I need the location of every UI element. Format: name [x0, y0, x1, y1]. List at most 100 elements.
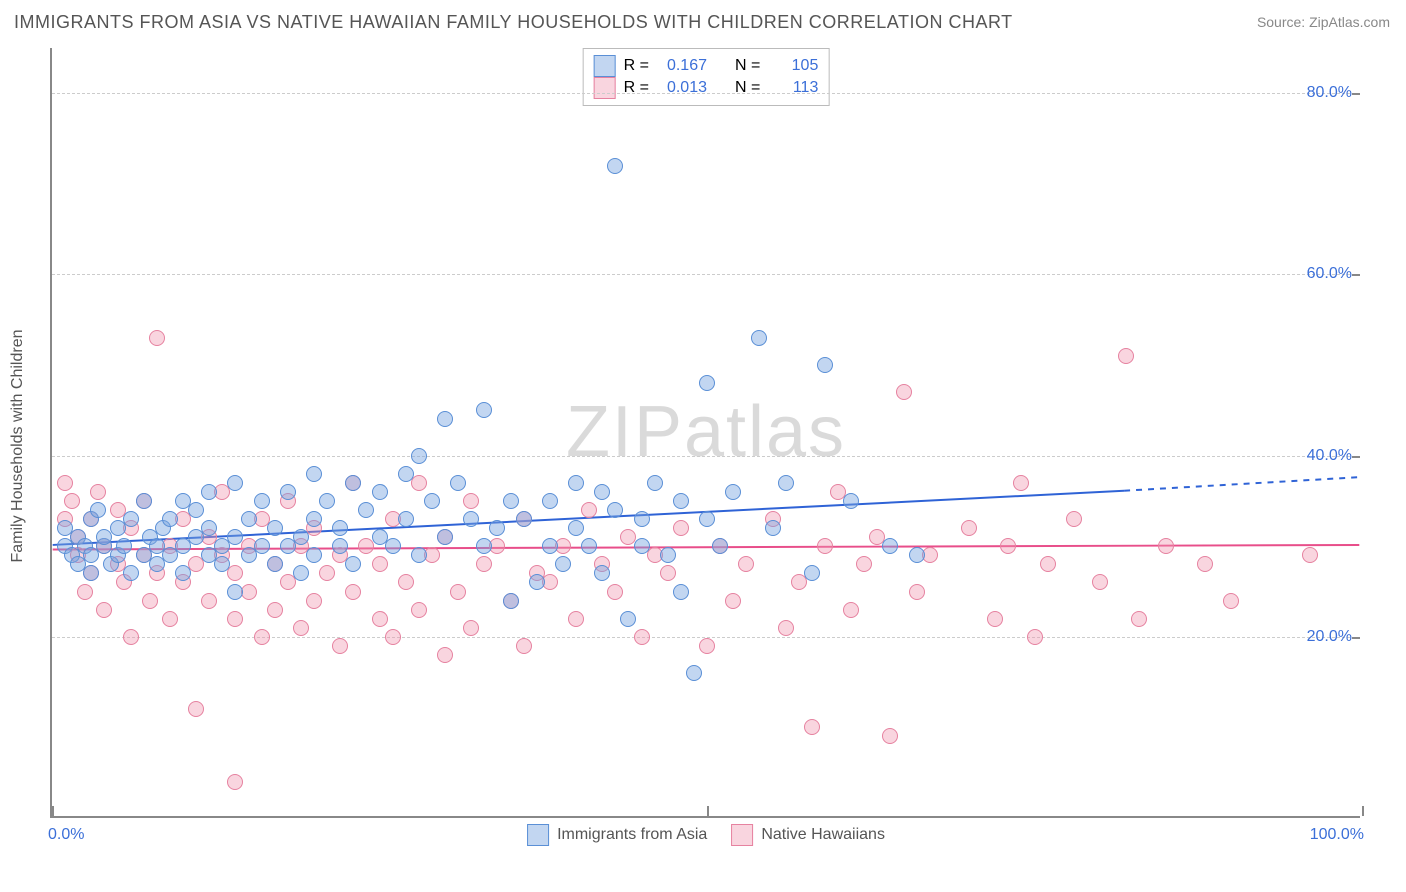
scatter-point-asia — [555, 556, 571, 572]
scatter-point-hawaiian — [450, 584, 466, 600]
r-value-hawaiian: 0.013 — [657, 77, 707, 99]
scatter-point-asia — [843, 493, 859, 509]
scatter-point-asia — [568, 475, 584, 491]
scatter-point-hawaiian — [57, 475, 73, 491]
scatter-point-hawaiian — [267, 602, 283, 618]
scatter-point-hawaiian — [319, 565, 335, 581]
scatter-point-asia — [594, 565, 610, 581]
scatter-point-hawaiian — [1158, 538, 1174, 554]
scatter-point-hawaiian — [372, 611, 388, 627]
scatter-point-hawaiian — [411, 475, 427, 491]
scatter-point-hawaiian — [634, 629, 650, 645]
scatter-point-asia — [581, 538, 597, 554]
watermark-text: ZIPatlas — [566, 391, 846, 473]
scatter-point-asia — [372, 484, 388, 500]
legend-label-hawaiian: Native Hawaiians — [761, 826, 885, 844]
scatter-point-hawaiian — [1092, 574, 1108, 590]
scatter-point-asia — [345, 556, 361, 572]
scatter-point-asia — [804, 565, 820, 581]
scatter-point-hawaiian — [123, 629, 139, 645]
scatter-point-asia — [293, 565, 309, 581]
scatter-point-asia — [647, 475, 663, 491]
scatter-point-hawaiian — [332, 638, 348, 654]
scatter-point-asia — [634, 538, 650, 554]
source-label: Source: ZipAtlas.com — [1257, 14, 1390, 30]
scatter-point-asia — [214, 556, 230, 572]
scatter-point-asia — [227, 475, 243, 491]
scatter-point-hawaiian — [345, 584, 361, 600]
scatter-point-asia — [424, 493, 440, 509]
scatter-point-asia — [607, 158, 623, 174]
scatter-point-asia — [778, 475, 794, 491]
swatch-hawaiian — [594, 77, 616, 99]
scatter-point-asia — [293, 529, 309, 545]
scatter-point-hawaiian — [64, 493, 80, 509]
scatter-point-asia — [673, 584, 689, 600]
legend-bottom: Immigrants from Asia Native Hawaiians — [527, 824, 885, 846]
scatter-point-hawaiian — [673, 520, 689, 536]
swatch-hawaiian — [731, 824, 753, 846]
n-label: N = — [735, 55, 760, 77]
scatter-point-hawaiian — [1223, 593, 1239, 609]
scatter-point-hawaiian — [516, 638, 532, 654]
scatter-point-hawaiian — [1040, 556, 1056, 572]
scatter-point-hawaiian — [96, 602, 112, 618]
scatter-point-asia — [123, 511, 139, 527]
scatter-point-hawaiian — [463, 493, 479, 509]
scatter-point-hawaiian — [227, 774, 243, 790]
scatter-point-hawaiian — [843, 602, 859, 618]
scatter-point-hawaiian — [738, 556, 754, 572]
scatter-point-asia — [634, 511, 650, 527]
scatter-point-hawaiian — [476, 556, 492, 572]
scatter-point-asia — [882, 538, 898, 554]
x-tick-min: 0.0% — [48, 826, 84, 844]
y-tick-label: 20.0% — [1307, 628, 1352, 646]
y-axis-label: Family Households with Children — [9, 330, 27, 563]
scatter-point-asia — [542, 538, 558, 554]
legend-row-asia: R = 0.167 N = 105 — [594, 55, 819, 77]
gridline-h — [52, 456, 1360, 457]
scatter-point-hawaiian — [437, 647, 453, 663]
scatter-point-asia — [227, 584, 243, 600]
scatter-point-asia — [267, 520, 283, 536]
scatter-point-asia — [503, 493, 519, 509]
x-tick-max: 100.0% — [1310, 826, 1364, 844]
y-tick-mark — [1352, 274, 1360, 276]
scatter-point-asia — [319, 493, 335, 509]
y-tick-label: 40.0% — [1307, 447, 1352, 465]
scatter-point-asia — [123, 565, 139, 581]
scatter-point-asia — [437, 529, 453, 545]
legend-item-asia: Immigrants from Asia — [527, 824, 707, 846]
swatch-asia — [594, 55, 616, 77]
scatter-point-hawaiian — [201, 593, 217, 609]
scatter-point-hawaiian — [463, 620, 479, 636]
scatter-point-asia — [398, 511, 414, 527]
scatter-point-asia — [699, 375, 715, 391]
scatter-point-asia — [306, 547, 322, 563]
scatter-point-asia — [398, 466, 414, 482]
scatter-point-hawaiian — [142, 593, 158, 609]
scatter-point-hawaiian — [817, 538, 833, 554]
scatter-point-asia — [607, 502, 623, 518]
r-label: R = — [624, 55, 649, 77]
scatter-point-asia — [765, 520, 781, 536]
scatter-point-asia — [725, 484, 741, 500]
gridline-h — [52, 93, 1360, 94]
scatter-point-asia — [751, 330, 767, 346]
scatter-point-asia — [201, 520, 217, 536]
scatter-point-hawaiian — [372, 556, 388, 572]
scatter-point-asia — [254, 538, 270, 554]
scatter-point-hawaiian — [254, 629, 270, 645]
legend-item-hawaiian: Native Hawaiians — [731, 824, 885, 846]
scatter-point-hawaiian — [909, 584, 925, 600]
scatter-point-asia — [817, 357, 833, 373]
y-tick-label: 60.0% — [1307, 265, 1352, 283]
scatter-point-hawaiian — [1118, 348, 1134, 364]
scatter-point-asia — [306, 466, 322, 482]
scatter-point-hawaiian — [660, 565, 676, 581]
scatter-point-hawaiian — [149, 330, 165, 346]
scatter-point-asia — [358, 502, 374, 518]
y-tick-mark — [1352, 637, 1360, 639]
scatter-point-asia — [116, 538, 132, 554]
scatter-point-asia — [345, 475, 361, 491]
